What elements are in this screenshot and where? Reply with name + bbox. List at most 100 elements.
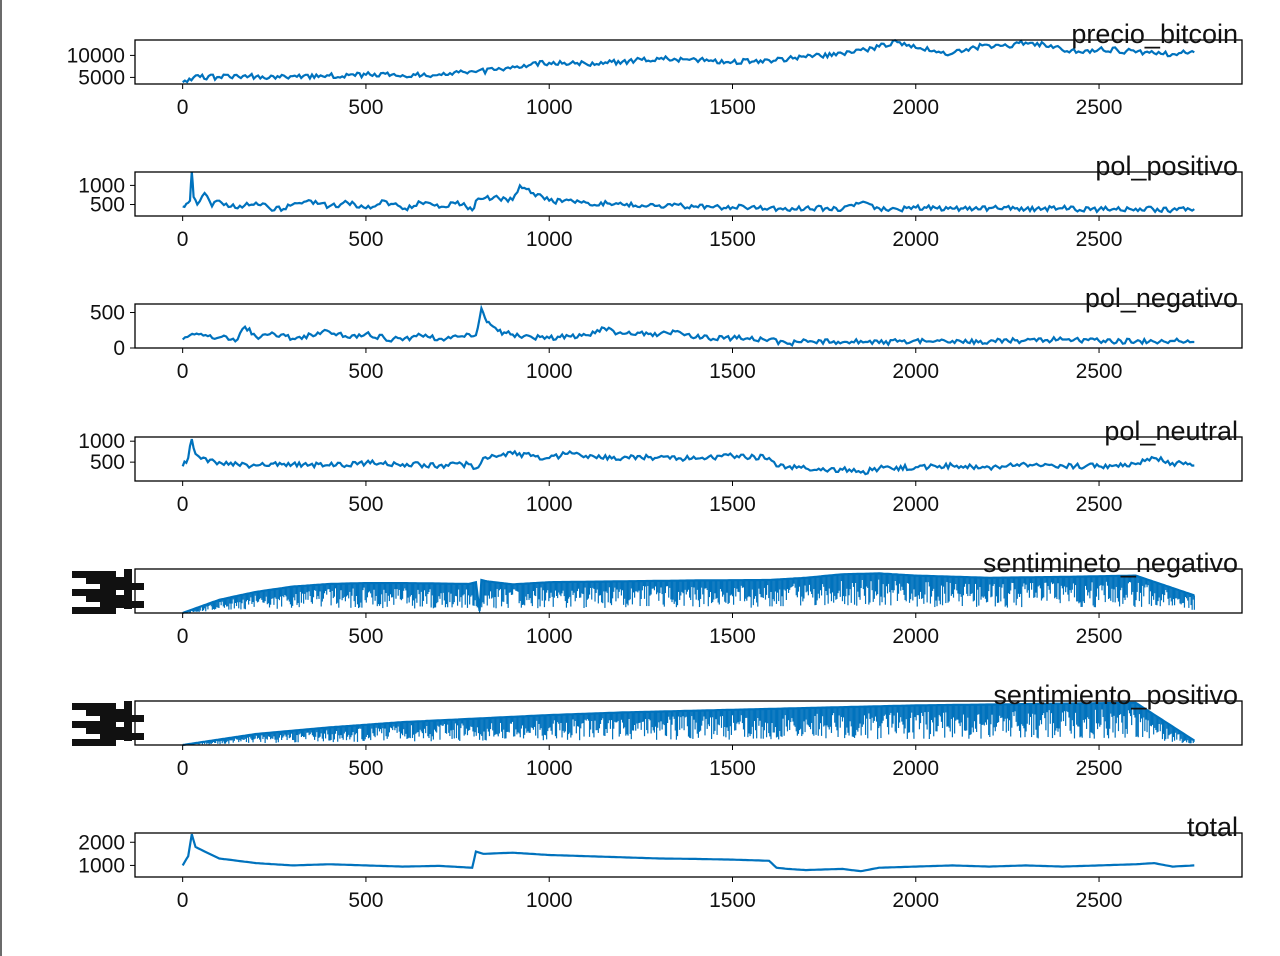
x-tick-label: 500 (348, 757, 383, 780)
y-tick-label: 500 (90, 302, 125, 325)
x-tick-label: 2500 (1076, 625, 1123, 648)
x-tick-label: 500 (348, 360, 383, 383)
subplot-title: sentimiento_positivo (993, 680, 1238, 710)
axes-frame (134, 39, 1243, 85)
y-tick-label-glyph (72, 607, 116, 614)
subplot-pol-negativo: 0 500 1000 1500 2000 2500 0 500 pol_negativo (90, 283, 1243, 383)
x-tick-label: 0 (177, 228, 189, 251)
x-tick-label: 1000 (526, 757, 573, 780)
y-tick-label-glyph (72, 589, 116, 596)
x-tick-label: 500 (348, 228, 383, 251)
subplot-title: pol_negativo (1085, 283, 1238, 313)
y-tick-label-glyph (72, 739, 116, 746)
y-tick-mark-cluster (124, 701, 132, 741)
y-tick-label-glyph (86, 577, 130, 584)
subplot-title: precio_bitcoin (1071, 19, 1238, 49)
y-tick-label-glyph (86, 727, 130, 734)
y-tick-label: 500 (90, 194, 125, 217)
y-tick-label: 5000 (78, 66, 125, 89)
y-tick-label: 0 (113, 337, 125, 360)
x-tick-label: 0 (177, 360, 189, 383)
x-tick-label: 2500 (1076, 493, 1123, 516)
overlapping-y-tick-labels (72, 701, 144, 746)
y-tick-label-glyph (86, 595, 130, 602)
series-line-pol-negativo (181, 304, 1195, 347)
x-tick-label: 2500 (1076, 889, 1123, 912)
window-left-edge (0, 0, 2, 956)
x-tick-label: 1500 (709, 228, 756, 251)
x-tick-label: 1500 (709, 96, 756, 119)
x-tick-label: 2500 (1076, 96, 1123, 119)
series-line-pol-neutral (181, 438, 1195, 476)
y-tick-label-glyph (72, 571, 116, 578)
subplot-title: pol_positivo (1095, 151, 1238, 181)
x-tick-label: 1500 (709, 360, 756, 383)
axes-frame (134, 303, 1243, 349)
x-tick-label: 2500 (1076, 757, 1123, 780)
x-tick-label: 1500 (709, 757, 756, 780)
subplot-sentimiento-positivo: 0 500 1000 1500 2000 2500 sentimiento_positivo (72, 680, 1243, 780)
series-density-sentimineto-negativo (183, 573, 1195, 613)
y-tick-label-glyph (72, 721, 116, 728)
y-tick-label-glyph (72, 703, 116, 710)
x-tick-label: 500 (348, 625, 383, 648)
axes-frame (134, 436, 1243, 482)
y-tick-label: 1000 (78, 174, 125, 197)
subplot-title: total (1187, 812, 1238, 842)
overlapping-y-tick-labels (72, 569, 144, 614)
subplot-sentimineto-negativo: 0 500 1000 1500 2000 2500 sentimineto_negativo (72, 548, 1243, 648)
x-tick-label: 2000 (892, 889, 939, 912)
x-tick-label: 2000 (892, 360, 939, 383)
y-tick-label: 2000 (78, 831, 125, 854)
series-line-precio-bitcoin (182, 38, 1195, 84)
x-tick-label: 1000 (526, 228, 573, 251)
series-density-sentimiento-positivo (183, 702, 1195, 745)
x-tick-label: 1500 (709, 493, 756, 516)
y-tick-label-glyph (100, 715, 144, 722)
x-tick-label: 2500 (1076, 228, 1123, 251)
y-tick-label-glyph (86, 709, 130, 716)
y-tick-label: 1000 (78, 854, 125, 877)
x-tick-label: 2000 (892, 625, 939, 648)
x-tick-label: 0 (177, 96, 189, 119)
axes-frame (134, 568, 1243, 614)
y-tick-label: 500 (90, 451, 125, 474)
x-tick-label: 2500 (1076, 360, 1123, 383)
subplot-title: pol_neutral (1104, 416, 1238, 446)
y-tick-mark-cluster (124, 569, 132, 609)
x-tick-label: 500 (348, 889, 383, 912)
series-line-pol-positivo (182, 171, 1195, 214)
y-tick-label-glyph (100, 601, 144, 608)
x-tick-label: 1000 (526, 889, 573, 912)
y-tick-label: 10000 (67, 44, 125, 67)
x-tick-label: 1500 (709, 889, 756, 912)
axes-frame (134, 171, 1243, 217)
x-tick-label: 1000 (526, 360, 573, 383)
x-tick-label: 2000 (892, 493, 939, 516)
x-tick-label: 0 (177, 493, 189, 516)
x-tick-label: 500 (348, 493, 383, 516)
x-tick-label: 1000 (526, 625, 573, 648)
x-tick-label: 2000 (892, 757, 939, 780)
x-tick-label: 500 (348, 96, 383, 119)
series-line-total (181, 833, 1195, 873)
y-tick-label-glyph (100, 583, 144, 590)
x-tick-label: 0 (177, 625, 189, 648)
x-tick-label: 1000 (526, 493, 573, 516)
x-tick-label: 2000 (892, 228, 939, 251)
x-tick-label: 0 (177, 889, 189, 912)
x-tick-label: 2000 (892, 96, 939, 119)
axes-frame (134, 700, 1243, 746)
subplot-title: sentimineto_negativo (983, 548, 1238, 578)
x-tick-label: 0 (177, 757, 189, 780)
x-tick-label: 1000 (526, 96, 573, 119)
axes-frame (134, 832, 1243, 878)
y-tick-label-glyph (100, 733, 144, 740)
y-tick-label: 1000 (78, 430, 125, 453)
x-tick-label: 1500 (709, 625, 756, 648)
